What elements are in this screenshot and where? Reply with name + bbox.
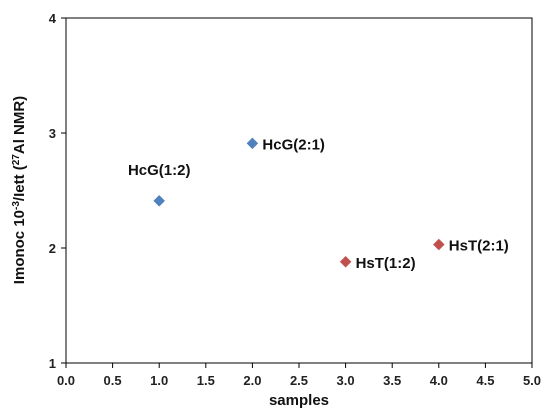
data-point-marker	[246, 137, 259, 150]
y-axis-ticks: 1 2 3 4	[49, 11, 66, 371]
x-tick-label: 0.0	[57, 373, 75, 388]
y-axis-title-part: Imonoc 10	[11, 210, 28, 284]
data-points: HcG(1:2) HcG(2:1) HsT(1:2) HsT(2:1)	[128, 136, 509, 271]
y-axis-title-superscript: 27	[11, 154, 22, 166]
y-tick-label: 3	[49, 126, 56, 141]
y-tick-label: 2	[49, 241, 56, 256]
x-tick-label: 4.5	[476, 373, 494, 388]
x-tick-label: 1.0	[150, 373, 168, 388]
x-tick-label: 3.5	[383, 373, 401, 388]
x-tick-label: 2.5	[290, 373, 308, 388]
x-tick-label: 3.0	[337, 373, 355, 388]
x-tick-label: 5.0	[523, 373, 541, 388]
x-axis-ticks: 0.0 0.5 1.0 1.5 2.0 2.5 3.0 3.5 4.0 4.5 5.0	[57, 363, 541, 388]
y-tick-label: 1	[49, 356, 56, 371]
y-axis-title: Imonoc 10-3/Iett (27Al NMR)	[11, 96, 29, 284]
data-point-marker	[153, 194, 166, 207]
x-tick-label: 0.5	[104, 373, 122, 388]
y-axis-title-part: Al NMR)	[11, 96, 28, 154]
y-axis-title-superscript: -3	[11, 201, 22, 210]
data-point-label: HsT(2:1)	[449, 238, 509, 255]
plot-area	[65, 17, 533, 364]
data-point-label: HcG(2:1)	[262, 136, 325, 153]
y-tick-label: 4	[49, 11, 57, 26]
data-point-label: HcG(1:2)	[128, 162, 191, 179]
y-axis-title-part: /Iett (	[11, 165, 28, 201]
data-point-marker	[432, 238, 445, 251]
data-point-marker	[339, 255, 352, 268]
data-point-label: HsT(1:2)	[356, 255, 416, 272]
x-tick-label: 4.0	[430, 373, 448, 388]
x-tick-label: 2.0	[243, 373, 261, 388]
x-tick-label: 1.5	[197, 373, 215, 388]
x-axis-title: samples	[269, 392, 329, 409]
